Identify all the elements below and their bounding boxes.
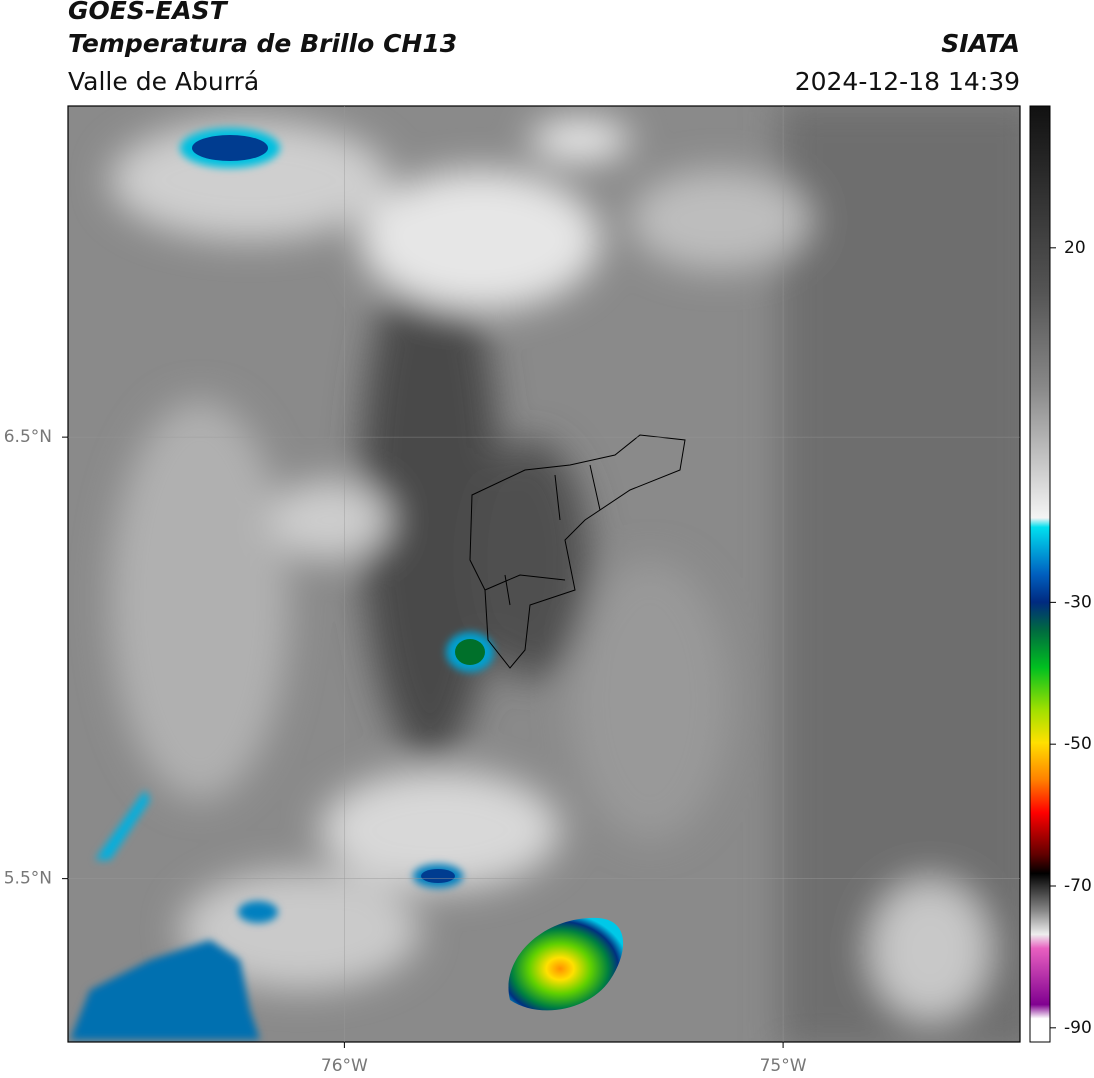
map-frame xyxy=(67,105,1021,1043)
colorbar-tick-label: -90 xyxy=(1064,1018,1092,1038)
lon-tick-label: 75°W xyxy=(760,1056,807,1076)
satellite-image xyxy=(68,106,1020,1042)
lat-tick-label: 5.5°N xyxy=(4,869,52,889)
source: SIATA xyxy=(941,29,1020,58)
region: Valle de Aburrá xyxy=(68,67,259,96)
colorbar-tick-label: -70 xyxy=(1064,876,1092,896)
colorbar-tick-label: -30 xyxy=(1064,592,1092,612)
lon-tick-label: 76°W xyxy=(321,1056,368,1076)
subtitle: Temperatura de Brillo CH13 xyxy=(68,29,457,58)
datetime: 2024-12-18 14:39 xyxy=(795,67,1020,96)
colorbar-tick-label: -50 xyxy=(1064,734,1092,754)
title: GOES-EAST xyxy=(68,0,229,25)
lat-tick-label: 6.5°N xyxy=(4,427,52,447)
colorbar-tick-label: 20 xyxy=(1064,238,1086,258)
colorbar xyxy=(1029,105,1051,1043)
